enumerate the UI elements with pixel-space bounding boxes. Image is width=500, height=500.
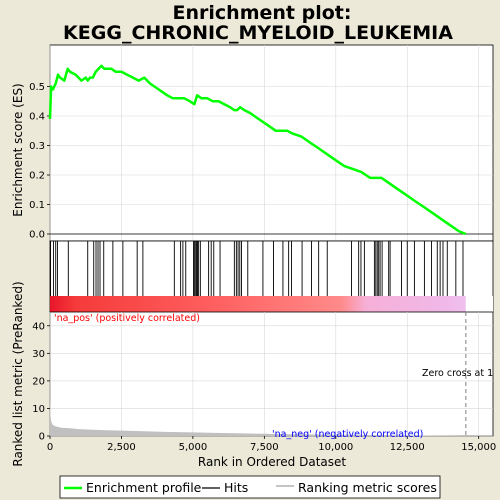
- negative-rank-band: [465, 296, 493, 312]
- x-tick-label: 12,500: [390, 442, 425, 453]
- es-grid: [49, 45, 493, 241]
- positive-rank-band: [50, 296, 466, 312]
- ranking-metric-area: [50, 397, 466, 436]
- metric-y-axis-label: Ranked list metric (PreRanked): [11, 281, 25, 466]
- enrichment-profile-line: [48, 64, 467, 236]
- ranked-metric-panel: 0 10 20 30 40 0 2,500 5,000 7,500 10,000 12,500 15…: [11, 281, 496, 469]
- es-tick-label: 0.4: [29, 112, 45, 123]
- negative-correlation-label: 'na_neg' (negatively correlated): [272, 429, 423, 440]
- x-tick-label: 15,000: [461, 442, 496, 453]
- es-tick-label: 0.2: [29, 171, 45, 182]
- x-tick-label: 0: [47, 442, 53, 453]
- positive-correlation-label: 'na_pos' (positively correlated): [54, 313, 200, 324]
- hit-lines: [50, 241, 464, 296]
- x-axis-label: Rank in Ordered Dataset: [198, 455, 346, 469]
- es-tick-label: 0.3: [29, 141, 45, 152]
- metric-x-ticks: 0 2,500 5,000 7,500 10,000 12,500 15,000: [47, 436, 496, 453]
- chart-title-line1: Enrichment plot:: [173, 2, 352, 24]
- legend-hits-label: Hits: [224, 480, 248, 495]
- x-tick-label: 2,500: [107, 442, 136, 453]
- metric-tick-label: 30: [32, 349, 45, 360]
- legend: Enrichment profile Hits Ranking metric s…: [59, 475, 441, 499]
- legend-enrichment-label: Enrichment profile: [86, 480, 202, 495]
- metric-tick-label: 10: [32, 404, 45, 415]
- metric-tick-label: 40: [32, 321, 45, 332]
- es-tick-label: 0.1: [29, 200, 45, 211]
- metric-plot-area: [49, 311, 494, 437]
- es-plot-area: [49, 44, 494, 242]
- enrichment-score-panel: 0.0 0.1 0.2 0.3 0.4 0.5 Enrichment score (ES): [11, 44, 494, 242]
- es-y-ticks: 0.0 0.1 0.2 0.3 0.4 0.5: [29, 82, 50, 241]
- zero-cross-label: Zero cross at 1: [422, 368, 493, 379]
- legend-box: [59, 475, 441, 499]
- x-tick-label: 5,000: [179, 442, 208, 453]
- metric-y-ticks: 0 10 20 30 40: [32, 321, 50, 443]
- es-tick-label: 0.5: [29, 82, 45, 93]
- x-tick-label: 7,500: [250, 442, 279, 453]
- hits-panel: [49, 240, 494, 313]
- rank-color-bar: [50, 296, 493, 312]
- x-tick-label: 10,000: [318, 442, 353, 453]
- es-y-axis-label: Enrichment score (ES): [11, 83, 25, 216]
- es-tick-label: 0.0: [29, 230, 45, 241]
- metric-tick-label: 20: [32, 376, 45, 387]
- metric-tick-label: 0: [39, 432, 45, 443]
- legend-metric-label: Ranking metric scores: [298, 480, 437, 495]
- chart-title-line2: KEGG_CHRONIC_MYELOID_LEUKEMIA: [63, 22, 453, 44]
